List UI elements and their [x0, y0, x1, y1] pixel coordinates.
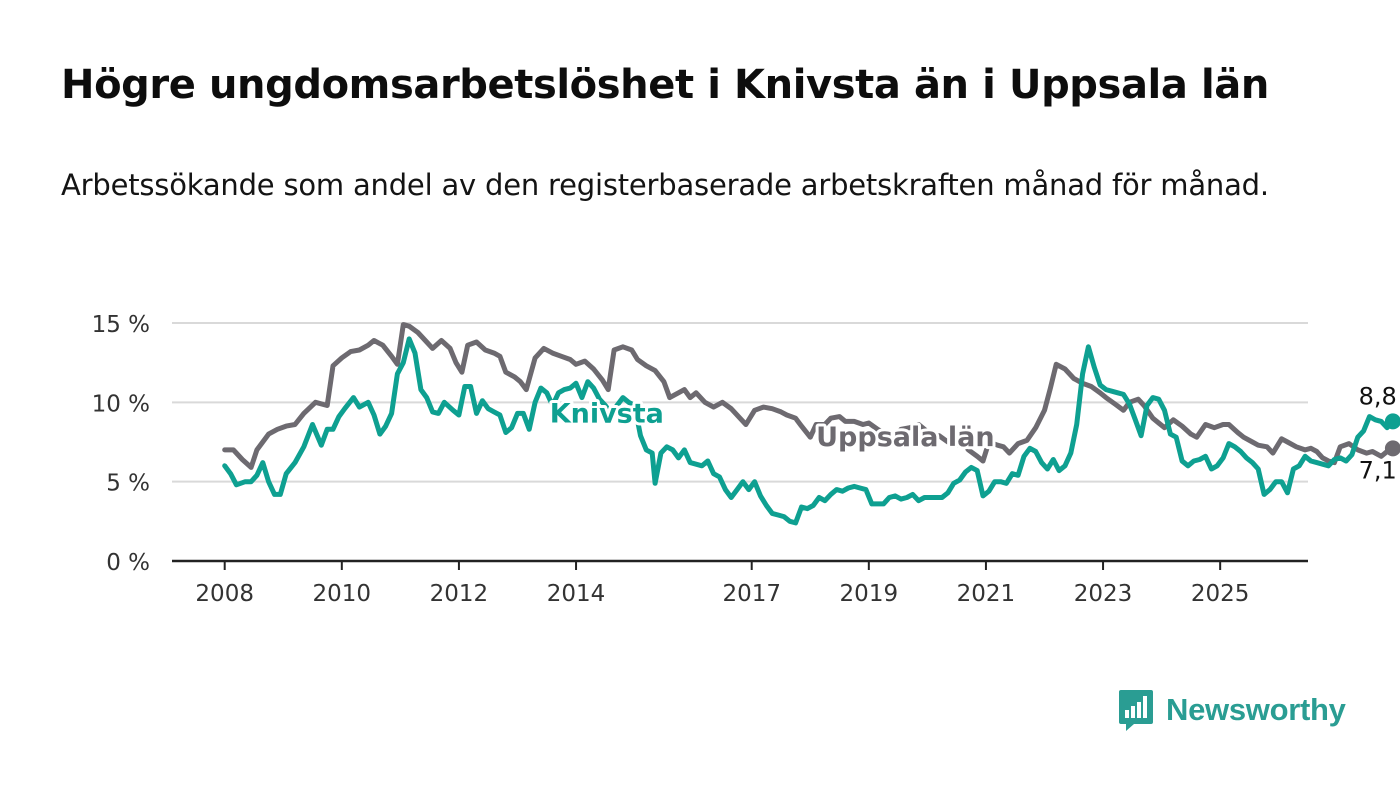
chart-title: Högre ungdomsarbetslöshet i Knivsta än i… [61, 62, 1269, 108]
series-label-uppsala-l-n: Uppsala län [816, 422, 994, 453]
end-value-label-knivsta: 8,8 % [1359, 382, 1400, 410]
end-value-label-uppsala-l-n: 7,1 % [1359, 456, 1400, 484]
grid-lines [172, 322, 1308, 483]
x-tick-label: 2010 [313, 581, 372, 607]
series-end-point-knivsta [1384, 413, 1400, 430]
bar-chart-speech-bubble-icon [1119, 690, 1153, 731]
series-labels: Uppsala län 7,1 % Knivsta 8,8 % [547, 380, 1400, 487]
series-label-knivsta: Knivsta [550, 398, 664, 429]
x-tick-label: 2014 [547, 581, 606, 607]
x-tick-label: 2012 [430, 581, 489, 607]
series-lines [222, 322, 1400, 526]
y-tick-label: 5 % [106, 471, 150, 497]
x-tick-label: 2017 [722, 581, 781, 607]
x-tick-label: 2023 [1074, 581, 1133, 607]
brand-name: Newsworthy [1166, 692, 1346, 727]
y-tick-label: 10 % [92, 391, 150, 417]
x-tick-label: 2008 [195, 581, 254, 607]
x-tick-label: 2025 [1191, 581, 1250, 607]
series-line-uppsala-l-n [222, 322, 1396, 470]
x-tick-label: 2019 [840, 581, 899, 607]
newsworthy-logo: Newsworthy [1118, 688, 1346, 732]
x-tick-label: 2021 [957, 581, 1016, 607]
series-end-point-uppsala-l-n [1384, 440, 1400, 457]
y-tick-label: 0 % [106, 550, 150, 576]
series-line-knivsta [222, 336, 1396, 526]
chart-subtitle: Arbetssökande som andel av den registerb… [61, 168, 1269, 202]
y-tick-label: 15 % [92, 312, 150, 338]
y-axis-tick-labels: 0 % 5 % 10 % 15 % [92, 312, 150, 576]
x-axis-ticks: 2008 2010 2012 2014 2017 2019 2021 2023 2025 [195, 561, 1249, 607]
